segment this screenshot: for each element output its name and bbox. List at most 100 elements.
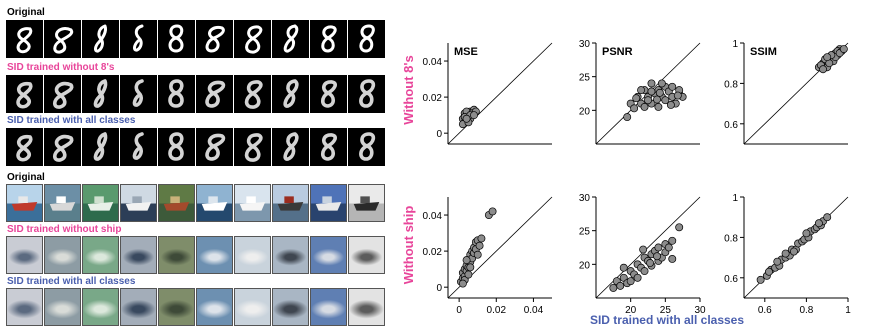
ship-image: [44, 236, 81, 274]
digit-image: [158, 75, 195, 113]
y-tick-label: 0.04: [423, 211, 443, 222]
data-point: [655, 88, 664, 97]
ship-image: [196, 288, 233, 326]
data-point: [644, 96, 652, 105]
y-tick-label: 0.04: [423, 57, 443, 68]
scatter-panel-4: 20 25 30 20 25 30: [579, 193, 706, 316]
ship-image: [196, 184, 233, 222]
scatter-panel-1: 20 25 30 PSNR: [579, 39, 701, 145]
x-tick-label: 0.8: [799, 305, 813, 316]
data-point: [773, 257, 782, 266]
digit-image: [196, 75, 233, 113]
data-point: [657, 79, 666, 88]
ship-image: [158, 236, 195, 274]
ship-image: [158, 184, 195, 222]
ship-image: [234, 184, 271, 222]
ship-image: [272, 288, 309, 326]
ship-image: [6, 288, 43, 326]
row-label-without-ship: Without ship: [401, 206, 416, 285]
identity-line: [595, 196, 701, 299]
digit-image: [348, 128, 385, 166]
data-point: [654, 243, 663, 252]
data-point: [765, 267, 773, 276]
data-point: [781, 249, 790, 258]
scatter-panel-3: 0 0.02 0.04 0 0.02 0.04: [423, 196, 553, 316]
data-point: [673, 91, 682, 100]
scatter-panel-0: 0 0.02 0.04 MSE: [423, 42, 553, 145]
data-point: [640, 267, 649, 276]
data-point: [626, 277, 635, 286]
data-point: [639, 245, 648, 254]
data-point: [477, 234, 486, 243]
x-tick-label: 0.6: [758, 305, 772, 316]
digit-image: [196, 20, 233, 58]
data-point: [819, 65, 827, 74]
data-point: [661, 96, 670, 105]
cifar-without-label: SID trained without ship: [7, 224, 122, 235]
identity-line: [447, 42, 553, 145]
data-point: [789, 247, 798, 256]
data-point: [640, 103, 649, 111]
data-point: [839, 45, 848, 54]
y-tick-label: 0.8: [724, 233, 738, 244]
ship-image: [6, 236, 43, 274]
ship-image: [120, 288, 157, 326]
ship-image: [120, 184, 157, 222]
scatter-panel-2: 0.6 0.8 1 SSIM: [724, 39, 849, 145]
data-point: [664, 243, 673, 252]
ship-image: [44, 184, 81, 222]
mnist-original-strip: [6, 20, 387, 58]
data-point: [802, 229, 811, 238]
y-tick-label: 0: [436, 283, 442, 294]
digit-image: [6, 128, 43, 166]
panel-title-psnr: PSNR: [602, 46, 633, 58]
data-point: [647, 79, 656, 88]
cifar-original-strip: [6, 184, 387, 222]
data-point: [823, 53, 832, 62]
y-tick-label: 30: [579, 39, 591, 50]
y-tick-label: 0.6: [724, 120, 738, 131]
mnist-all-label: SID trained with all classes: [7, 115, 136, 126]
digit-image: [120, 75, 157, 113]
ship-image: [234, 236, 271, 274]
figure-xlabel: SID trained with all classes: [590, 313, 744, 327]
y-tick-label: 0.8: [724, 79, 738, 90]
digit-image: [348, 20, 385, 58]
data-point: [668, 236, 677, 245]
data-point: [632, 94, 641, 103]
mnist-without-label: SID trained without 8's: [7, 62, 115, 73]
data-point: [668, 82, 677, 91]
x-tick-label: 20: [625, 305, 637, 316]
digit-image: [44, 75, 81, 113]
data-point: [647, 87, 656, 96]
ship-image: [82, 288, 119, 326]
scatter-panel-5: 0.6 0.8 1 0.6 0.8 1: [724, 193, 851, 316]
y-tick-label: 0: [436, 129, 442, 140]
ship-image: [272, 184, 309, 222]
digit-image: [234, 20, 271, 58]
digit-image: [158, 128, 195, 166]
cifar-all-strip: [6, 288, 387, 326]
digit-image: [234, 75, 271, 113]
y-tick-label: 1: [732, 193, 738, 204]
data-point: [814, 219, 823, 228]
digit-image: [82, 75, 119, 113]
digit-image: [310, 128, 347, 166]
ship-image: [310, 288, 347, 326]
digit-image: [234, 128, 271, 166]
data-point: [488, 207, 497, 216]
data-point: [653, 95, 661, 104]
ship-image: [310, 236, 347, 274]
data-point: [464, 270, 473, 279]
data-point: [637, 86, 646, 95]
y-tick-label: 0.02: [423, 93, 443, 104]
ship-image: [196, 236, 233, 274]
data-point: [462, 256, 471, 265]
data-point: [466, 263, 475, 272]
digit-image: [348, 75, 385, 113]
x-tick-label: 0.04: [524, 305, 544, 316]
data-point: [609, 283, 618, 292]
x-tick-label: 25: [660, 305, 672, 316]
data-point: [473, 250, 482, 259]
